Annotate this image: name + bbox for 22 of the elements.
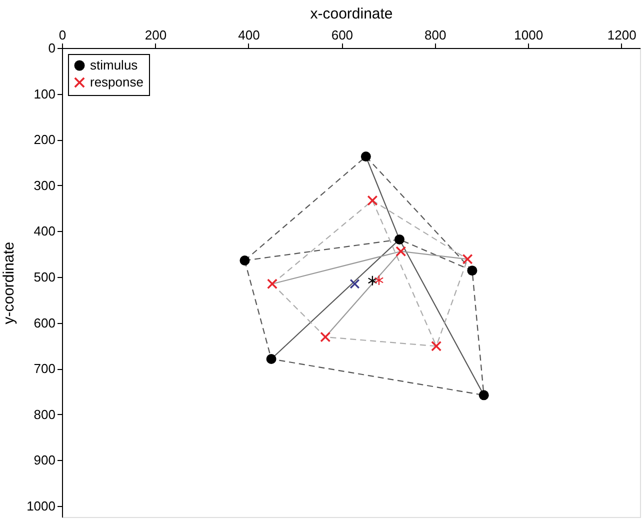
x-tick-label: 1000: [514, 28, 544, 42]
legend-label: stimulus: [90, 58, 138, 72]
x-tick-label: 800: [424, 28, 446, 42]
x-tick-label: 200: [144, 28, 167, 42]
y-tick-label: 500: [34, 270, 56, 285]
x-tick-label: 1200: [607, 28, 636, 42]
x-tick-label: 0: [58, 28, 66, 42]
y-tick-label: 0: [48, 40, 56, 56]
y-tick-label: 200: [34, 132, 56, 148]
y-tick-label: 600: [34, 315, 56, 330]
y-tick-label: 800: [34, 406, 56, 422]
legend-label: response: [90, 74, 144, 90]
x-axis-title: x-coordinate: [310, 6, 393, 22]
y-tick-label: 300: [34, 178, 56, 193]
x-tick-label: 400: [238, 28, 260, 42]
x-tick-label: 600: [331, 28, 354, 42]
y-tick-label: 900: [34, 452, 56, 468]
y-tick-label: 1000: [26, 498, 56, 514]
y-axis-title: y-coordinate: [0, 242, 18, 324]
y-tick-label: 100: [34, 86, 56, 102]
y-tick-label: 700: [34, 361, 56, 376]
y-tick-label: 400: [34, 224, 56, 239]
